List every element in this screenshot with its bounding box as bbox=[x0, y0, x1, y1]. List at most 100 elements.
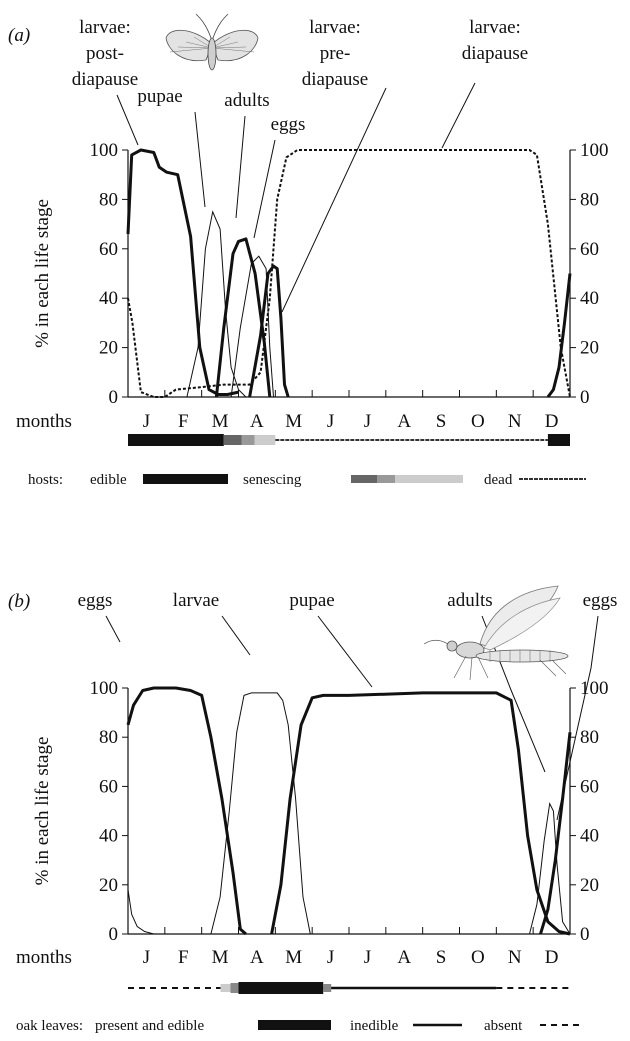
host-bar-transition bbox=[220, 984, 231, 992]
y-tick-label-right: 20 bbox=[580, 338, 599, 359]
fly-antenna bbox=[423, 639, 449, 645]
month-label-2: F bbox=[178, 411, 189, 432]
series-line-adults bbox=[214, 237, 272, 398]
stage-label-larvae-dia: diapause bbox=[462, 43, 528, 64]
stage-label-larvae-post: larvae: bbox=[79, 17, 131, 38]
y-tick-label-right: 40 bbox=[580, 288, 599, 309]
stage-label-larvae-post: diapause bbox=[72, 69, 138, 90]
leader-line bbox=[105, 615, 121, 643]
leader-line bbox=[194, 111, 206, 208]
fly-thorax bbox=[455, 641, 485, 659]
stage-label-eggs: eggs bbox=[271, 114, 306, 135]
month-label-12: D bbox=[545, 411, 559, 432]
fly-leg bbox=[453, 655, 467, 679]
y-tick-label-right: 60 bbox=[580, 239, 599, 260]
moth-wing-vein bbox=[211, 46, 247, 49]
y-tick-label-left: 60 bbox=[99, 776, 118, 797]
stage-label-larvae-post: post- bbox=[86, 43, 124, 64]
host-bar-senescing bbox=[241, 435, 255, 445]
legend-edible-swatch bbox=[143, 474, 228, 484]
leader-line bbox=[317, 615, 373, 688]
month-label-9: S bbox=[436, 411, 447, 432]
y-tick-label-right: 20 bbox=[580, 875, 599, 896]
legend-dead-label: dead bbox=[484, 472, 513, 488]
legend-absent-label: absent bbox=[484, 1018, 523, 1034]
host-bar-senescing bbox=[223, 435, 242, 445]
moth-body bbox=[207, 37, 217, 71]
moth-wing-vein bbox=[211, 47, 255, 53]
month-label-6: J bbox=[327, 411, 334, 432]
series-line-pupae bbox=[186, 210, 247, 398]
stage-label-larvae-pre: diapause bbox=[302, 69, 368, 90]
leader-line bbox=[556, 615, 599, 821]
stage-label-larvae-pre: pre- bbox=[320, 43, 351, 64]
stage-label-pupae: pupae bbox=[289, 590, 334, 611]
months-label: months bbox=[16, 947, 72, 968]
y-tick-label-right: 80 bbox=[580, 189, 599, 210]
series-line-larvae-pre-diapause bbox=[248, 264, 290, 398]
month-label-6: J bbox=[327, 947, 334, 968]
moth-right-wing bbox=[211, 30, 259, 62]
y-tick-label-right: 100 bbox=[580, 678, 609, 699]
y-tick-label-right: 100 bbox=[580, 140, 609, 161]
y-tick-label-left: 60 bbox=[99, 239, 118, 260]
y-tick-label-right: 80 bbox=[580, 727, 599, 748]
month-label-2: F bbox=[178, 947, 189, 968]
month-label-1: J bbox=[143, 947, 150, 968]
series-line-eggs bbox=[230, 255, 274, 398]
leader-line bbox=[221, 615, 251, 656]
y-axis-label: % in each life stage bbox=[32, 737, 53, 886]
month-label-9: S bbox=[436, 947, 447, 968]
moth-wing-vein bbox=[211, 41, 239, 49]
months-label: months bbox=[16, 411, 72, 432]
stage-label-adults: adults bbox=[224, 90, 269, 111]
series-line-eggs bbox=[126, 686, 247, 936]
series-line-larvae-post-diapause-december bbox=[546, 273, 572, 398]
month-label-7: J bbox=[364, 411, 371, 432]
legend-prefix: oak leaves: bbox=[16, 1018, 83, 1034]
moth-wing-vein bbox=[169, 47, 213, 53]
series-line-eggs-december bbox=[539, 732, 572, 935]
stage-label-larvae-dia: larvae: bbox=[469, 17, 521, 38]
stage-label-eggs-1: eggs bbox=[78, 590, 113, 611]
host-bar-edible bbox=[128, 434, 224, 446]
moth-wing-vein bbox=[177, 46, 213, 49]
month-label-12: D bbox=[545, 947, 559, 968]
stage-label-eggs-2: eggs bbox=[583, 590, 618, 611]
month-label-5: M bbox=[285, 411, 302, 432]
panel-b: (b) eggs larvae pupae adults eggs 0 0 20 20 40 40 60… bbox=[8, 585, 618, 1034]
legend-senescing-swatch bbox=[351, 475, 377, 483]
series-line-adults bbox=[529, 801, 571, 935]
month-label-3: M bbox=[212, 947, 229, 968]
leader-line bbox=[441, 82, 476, 149]
month-label-11: N bbox=[508, 947, 522, 968]
host-bar-senescing bbox=[254, 435, 276, 445]
moth-illustration bbox=[165, 13, 259, 71]
host-bar-edible bbox=[547, 434, 570, 446]
fly-leg bbox=[469, 656, 473, 681]
series-line-larvae-post-diapause bbox=[126, 148, 239, 396]
fly-illustration bbox=[423, 585, 569, 681]
leader-line bbox=[281, 87, 387, 313]
y-tick-label-left: 100 bbox=[90, 140, 119, 161]
y-tick-label-left: 80 bbox=[99, 189, 118, 210]
y-tick-label-left: 40 bbox=[99, 288, 118, 309]
moth-antenna bbox=[195, 13, 212, 39]
y-tick-label-right: 40 bbox=[580, 826, 599, 847]
fly-leg bbox=[539, 659, 557, 677]
y-tick-label-left: 20 bbox=[99, 338, 118, 359]
month-label-1: J bbox=[143, 411, 150, 432]
leader-line bbox=[235, 115, 246, 219]
legend-inedible-label: inedible bbox=[350, 1018, 399, 1034]
legend-prefix: hosts: bbox=[28, 472, 63, 488]
series-line-larvae-january bbox=[127, 889, 154, 935]
moth-wing-vein bbox=[185, 41, 213, 49]
fly-head bbox=[446, 640, 458, 652]
y-tick-label-left: 0 bbox=[109, 387, 119, 408]
legend-senescing-swatch bbox=[377, 475, 395, 483]
series-line-larvae bbox=[210, 692, 311, 935]
leader-line bbox=[253, 139, 276, 239]
stage-label-larvae-pre: larvae: bbox=[309, 17, 361, 38]
y-tick-label-left: 80 bbox=[99, 727, 118, 748]
